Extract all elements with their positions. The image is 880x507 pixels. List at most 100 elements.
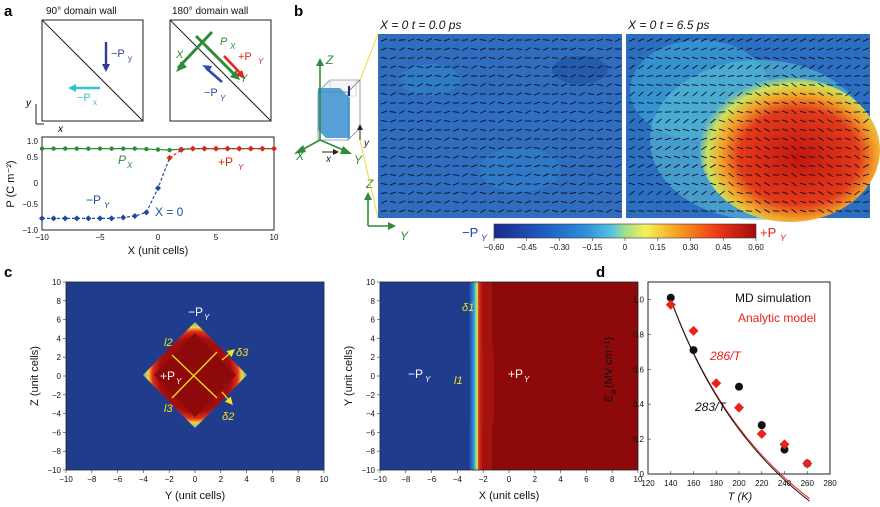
field-arrow <box>560 75 568 77</box>
point-md-1 <box>689 346 698 355</box>
field-arrow <box>665 91 671 97</box>
c-left-outside-sub: Y <box>204 313 210 322</box>
field-arrow <box>497 119 505 123</box>
field-arrow <box>605 128 613 132</box>
field-arrow <box>614 83 622 87</box>
colorbar-tick-label: 0.60 <box>748 243 764 252</box>
field-arrow <box>710 118 716 124</box>
field-arrow <box>614 146 622 150</box>
point-px-5 <box>97 146 103 151</box>
field-arrow <box>452 92 460 96</box>
field-arrow <box>664 137 672 141</box>
field-arrow <box>434 83 442 87</box>
d-fit-label-286: 286/T <box>709 349 742 363</box>
field-arrow <box>781 101 789 105</box>
field-arrow <box>461 200 469 204</box>
field-arrow <box>709 56 717 60</box>
field-arrow <box>655 164 663 168</box>
field-arrow <box>533 210 541 212</box>
point-py-10 <box>155 185 161 192</box>
field-arrow <box>781 191 789 195</box>
point-px-6 <box>109 146 114 151</box>
field-arrow <box>425 183 433 185</box>
field-arrow <box>728 154 734 160</box>
c-left-inside-label: +P <box>160 369 175 383</box>
field-arrow <box>488 183 496 185</box>
field-arrow <box>542 65 550 69</box>
field-arrow <box>605 173 613 177</box>
field-arrow <box>845 91 851 97</box>
field-arrow <box>790 47 798 51</box>
schematic-90-wall: −P y −P x <box>41 19 144 122</box>
field-arrow <box>799 75 807 77</box>
field-arrow <box>826 209 834 213</box>
field-arrow <box>844 155 852 159</box>
field-arrow <box>398 137 406 141</box>
field-arrow <box>799 47 807 51</box>
field-arrow <box>791 82 797 88</box>
field-arrow <box>524 155 532 159</box>
field-arrow <box>637 155 645 159</box>
cube-label-X: X <box>295 149 305 163</box>
point-analytic-0 <box>665 299 676 310</box>
field-arrow <box>755 136 761 142</box>
field-arrow <box>569 101 577 105</box>
field-arrow <box>407 57 415 59</box>
c-annot-l3: l3 <box>164 403 173 415</box>
field-arrow <box>800 64 806 70</box>
field-arrow <box>461 83 469 87</box>
field-arrow <box>745 147 753 149</box>
field-arrow <box>799 128 807 132</box>
point-py-15 <box>213 145 219 152</box>
field-arrow <box>542 83 550 87</box>
field-arrow <box>655 128 663 132</box>
field-arrow <box>790 56 798 60</box>
d-x-tick-label: 140 <box>664 479 678 488</box>
field-arrow <box>416 191 424 195</box>
y-tick-label: 0 <box>57 372 62 381</box>
field-arrow <box>407 65 415 69</box>
field-arrow <box>407 155 415 159</box>
field-arrow <box>755 208 761 214</box>
field-arrow <box>497 56 505 60</box>
point-md-2 <box>735 382 743 391</box>
field-arrow <box>781 182 789 186</box>
field-arrow <box>700 210 708 212</box>
field-arrow <box>737 91 743 97</box>
field-arrow <box>542 102 550 104</box>
field-arrow <box>763 56 771 60</box>
field-arrow <box>700 38 708 42</box>
field-arrow <box>380 200 388 204</box>
field-arrow <box>497 209 505 213</box>
x-tick-label: 0 <box>507 475 512 484</box>
c-left-outside-label: −P <box>188 305 203 319</box>
field-arrow <box>551 120 559 122</box>
field-arrow <box>853 210 861 212</box>
field-arrow <box>596 84 604 86</box>
field-arrow <box>763 92 771 96</box>
d-xlabel: T (K) <box>728 491 753 503</box>
field-arrow <box>434 39 442 41</box>
d-x-tick-label: 160 <box>687 479 701 488</box>
field-arrow <box>497 155 505 159</box>
field-arrow <box>515 56 523 60</box>
field-arrow <box>745 84 753 86</box>
field-arrow <box>479 173 487 177</box>
field-arrow <box>692 91 698 97</box>
y-tick-label: 10 <box>366 278 375 287</box>
field-arrow <box>844 210 852 212</box>
field-arrow <box>380 164 388 168</box>
field-arrow <box>664 155 672 159</box>
field-arrow <box>614 120 622 122</box>
field-arrow <box>524 209 532 213</box>
field-arrow <box>673 155 681 159</box>
field-arrow <box>791 145 797 151</box>
field-arrow <box>799 110 807 114</box>
field-arrow <box>596 173 604 177</box>
field-arrow <box>524 110 532 114</box>
field-arrow <box>799 83 807 87</box>
field-arrow <box>578 111 586 113</box>
field-arrow <box>745 165 753 167</box>
field-arrow <box>443 74 451 78</box>
field-arrow <box>754 75 762 77</box>
